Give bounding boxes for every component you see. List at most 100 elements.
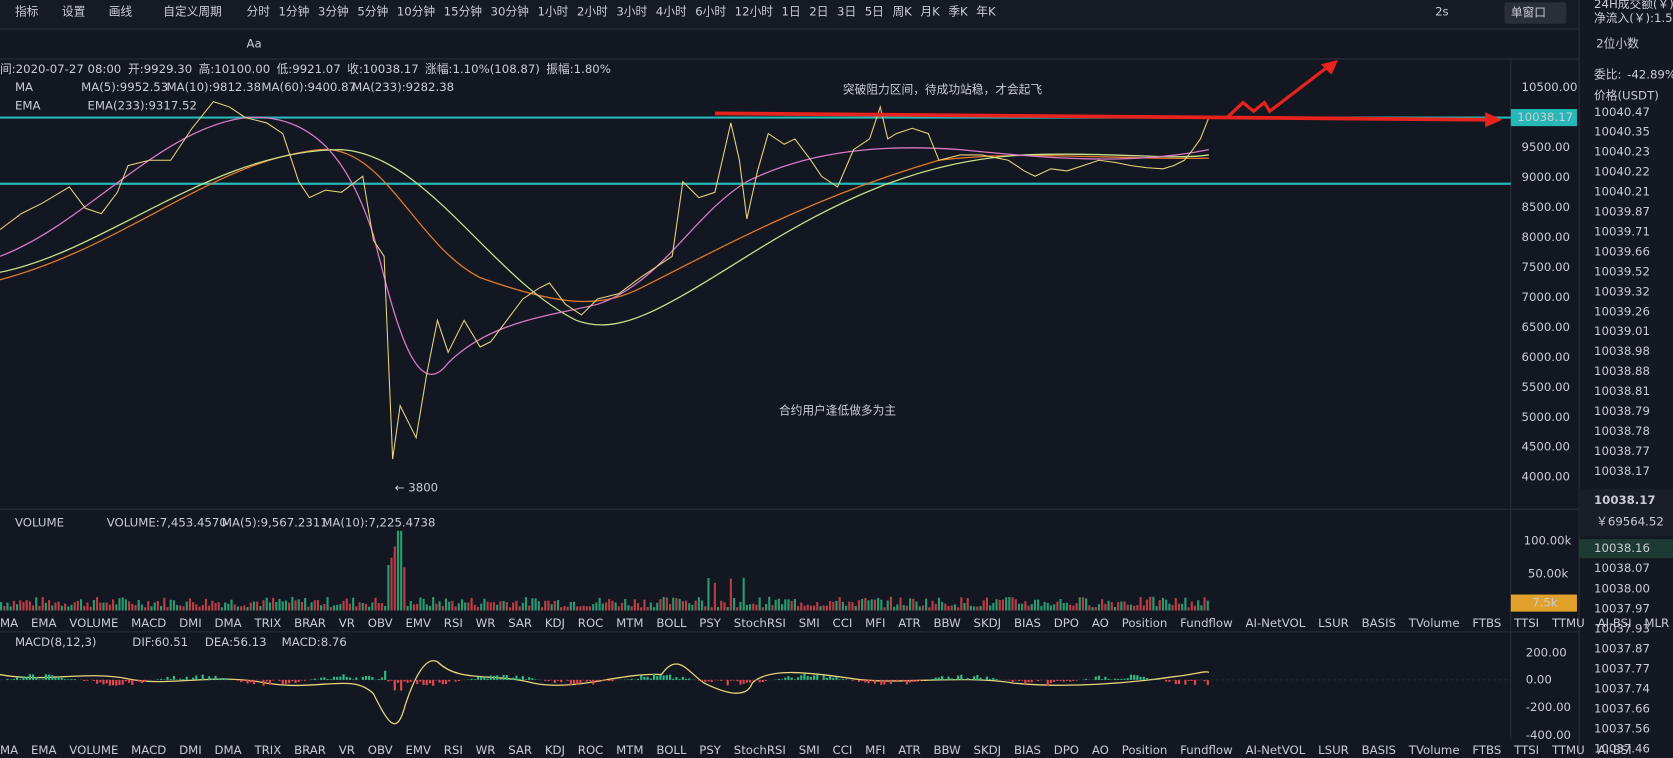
indicator-tab[interactable]: AI-NetVOL [1245, 616, 1305, 630]
volume-bar [684, 600, 688, 611]
macd-bar [518, 678, 521, 680]
indicator-tab[interactable]: MA [0, 616, 18, 630]
indicator-tab[interactable]: PSY [699, 743, 722, 757]
indicator-tab[interactable]: DPO [1054, 743, 1079, 757]
indicator-tab[interactable]: FTBS [1472, 743, 1501, 757]
indicator-tab[interactable]: BIAS [1014, 616, 1041, 630]
ask-price: 10038.78 [1594, 424, 1650, 438]
indicator-tab[interactable]: BRAR [294, 616, 326, 630]
indicator-tab[interactable]: TTSI [1513, 743, 1539, 757]
indicator-tab[interactable]: Position [1122, 616, 1168, 630]
ma-value: MA(60):9400.87 [261, 80, 356, 94]
indicator-tab[interactable]: KDJ [545, 616, 565, 630]
indicator-tab[interactable]: BOLL [656, 743, 687, 757]
indicator-tab[interactable]: MLR [1644, 616, 1669, 630]
indicator-tab[interactable]: SKDJ [974, 616, 1002, 630]
indicator-tab[interactable]: MFI [865, 616, 885, 630]
indicator-tab[interactable]: BBW [933, 743, 961, 757]
indicator-tab[interactable]: VR [339, 743, 355, 757]
indicator-tab[interactable]: EMV [405, 743, 431, 757]
volume-bar [1033, 599, 1037, 611]
indicator-tab[interactable]: VR [339, 616, 355, 630]
indicator-tab[interactable]: SMI [799, 616, 820, 630]
indicator-tab[interactable]: WR [476, 616, 496, 630]
indicator-tab[interactable]: CCI [833, 743, 853, 757]
macd-bar [121, 679, 124, 685]
indicator-tab[interactable]: AO [1092, 616, 1109, 630]
indicator-tab[interactable]: TVolume [1408, 743, 1460, 757]
indicator-tab[interactable]: ROC [578, 616, 604, 630]
indicator-tab[interactable]: MACD [131, 616, 166, 630]
indicator-tab[interactable]: AI-BSI [1598, 743, 1632, 757]
toolbar-button[interactable]: 指标 [15, 4, 39, 18]
bid-price: 10037.93 [1594, 621, 1650, 635]
volume-bar [700, 600, 704, 611]
indicator-tab[interactable]: TTMU [1551, 616, 1585, 630]
macd-bar [652, 673, 656, 680]
indicator-tab[interactable]: MTM [616, 616, 643, 630]
volume-bar [877, 598, 880, 611]
indicator-tab[interactable]: BIAS [1014, 743, 1041, 757]
indicator-tab[interactable]: KDJ [545, 743, 565, 757]
indicator-tab[interactable]: AO [1092, 743, 1109, 757]
toolbar-button[interactable]: 画线 [109, 4, 133, 18]
indicator-tab[interactable]: Fundflow [1180, 616, 1233, 630]
indicator-tab[interactable]: TTMU [1551, 743, 1585, 757]
price-tick: 6000.00 [1521, 350, 1569, 364]
indicator-tab[interactable]: BRAR [294, 743, 326, 757]
indicator-tab[interactable]: ATR [898, 743, 920, 757]
indicator-tab[interactable]: LSUR [1318, 616, 1349, 630]
macd-bar [915, 679, 918, 682]
indicator-tab[interactable]: TVolume [1408, 616, 1460, 630]
macd-bar [454, 679, 457, 682]
indicator-tab[interactable]: RSI [444, 616, 463, 630]
indicator-tab[interactable]: DPO [1054, 616, 1079, 630]
indicator-tab[interactable]: WR [476, 743, 496, 757]
indicator-tab[interactable]: VOLUME [69, 616, 118, 630]
indicator-tab[interactable]: SAR [508, 743, 532, 757]
indicator-tab[interactable]: MTM [616, 743, 643, 757]
indicator-tab[interactable]: EMV [405, 616, 431, 630]
indicator-tab[interactable]: ATR [898, 616, 920, 630]
indicator-tab[interactable]: BASIS [1362, 743, 1396, 757]
indicator-tab[interactable]: DMA [215, 743, 242, 757]
indicator-tab[interactable]: MACD [131, 743, 166, 757]
indicator-tab[interactable]: ROC [578, 743, 604, 757]
indicator-tab[interactable]: LSUR [1318, 743, 1349, 757]
indicator-tab[interactable]: FTBS [1472, 616, 1501, 630]
indicator-tab[interactable]: TRIX [253, 743, 281, 757]
indicator-tab[interactable]: SKDJ [974, 743, 1002, 757]
indicator-tab[interactable]: MFI [865, 743, 885, 757]
volume-bar [147, 601, 150, 611]
indicator-tab[interactable]: SMI [799, 743, 820, 757]
indicator-tab[interactable]: MA [0, 743, 18, 757]
indicator-tab[interactable]: TRIX [253, 616, 281, 630]
indicator-tab[interactable]: TTSI [1513, 616, 1539, 630]
indicator-tab[interactable]: BBW [933, 616, 961, 630]
indicator-tab[interactable]: StochRSI [734, 743, 786, 757]
toolbar-button[interactable]: 设置 [62, 4, 86, 18]
indicator-tab[interactable]: RSI [444, 743, 463, 757]
indicator-tab[interactable]: EMA [31, 743, 57, 757]
volume-bar [726, 607, 729, 611]
indicator-tab[interactable]: SAR [508, 616, 532, 630]
indicator-tab[interactable]: StochRSI [734, 616, 786, 630]
indicator-tab[interactable]: EMA [31, 616, 57, 630]
ohlc-value: 9921.07 [292, 62, 340, 76]
indicator-tab[interactable]: BOLL [656, 616, 687, 630]
indicator-tab[interactable]: AI-BSI [1598, 616, 1632, 630]
indicator-tab[interactable]: AI-NetVOL [1245, 743, 1305, 757]
indicator-tab[interactable]: Position [1122, 743, 1168, 757]
indicator-tab[interactable]: DMI [179, 743, 202, 757]
indicator-tab[interactable]: Fundflow [1180, 743, 1233, 757]
indicator-tab[interactable]: VOLUME [69, 743, 118, 757]
volume-bar [83, 605, 86, 611]
indicator-tab[interactable]: OBV [368, 616, 393, 630]
indicator-tab[interactable]: CCI [833, 616, 853, 630]
indicator-tab[interactable]: DMI [179, 616, 202, 630]
indicator-tab[interactable]: OBV [368, 743, 393, 757]
indicator-tab[interactable]: BASIS [1362, 616, 1396, 630]
indicator-tab[interactable]: DMA [215, 616, 242, 630]
volume-bar [531, 598, 534, 611]
indicator-tab[interactable]: PSY [699, 616, 722, 630]
